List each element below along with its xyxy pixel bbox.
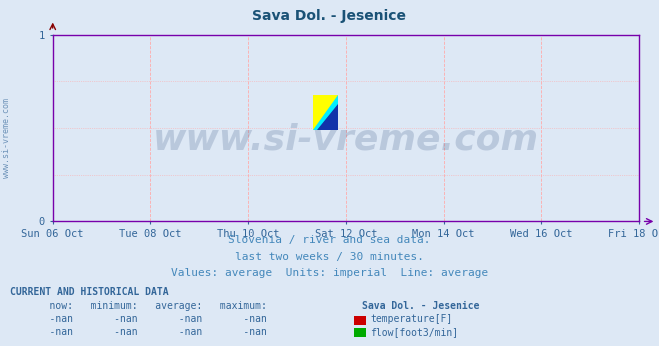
Text: Sava Dol. - Jesenice: Sava Dol. - Jesenice xyxy=(362,301,480,311)
Polygon shape xyxy=(313,95,338,130)
Text: Slovenia / river and sea data.: Slovenia / river and sea data. xyxy=(228,236,431,245)
Text: last two weeks / 30 minutes.: last two weeks / 30 minutes. xyxy=(235,252,424,262)
Text: www.si-vreme.com: www.si-vreme.com xyxy=(2,98,11,179)
Text: temperature[F]: temperature[F] xyxy=(370,315,453,324)
Text: CURRENT AND HISTORICAL DATA: CURRENT AND HISTORICAL DATA xyxy=(10,288,169,297)
Polygon shape xyxy=(317,104,338,130)
Polygon shape xyxy=(313,95,338,130)
Text: Values: average  Units: imperial  Line: average: Values: average Units: imperial Line: av… xyxy=(171,268,488,278)
Text: www.si-vreme.com: www.si-vreme.com xyxy=(153,122,539,156)
Text: Sava Dol. - Jesenice: Sava Dol. - Jesenice xyxy=(252,9,407,22)
Text: flow[foot3/min]: flow[foot3/min] xyxy=(370,327,459,337)
Text: now:   minimum:   average:   maximum:: now: minimum: average: maximum: xyxy=(26,301,268,311)
Text: -nan       -nan       -nan       -nan: -nan -nan -nan -nan xyxy=(26,327,268,337)
Text: -nan       -nan       -nan       -nan: -nan -nan -nan -nan xyxy=(26,315,268,324)
